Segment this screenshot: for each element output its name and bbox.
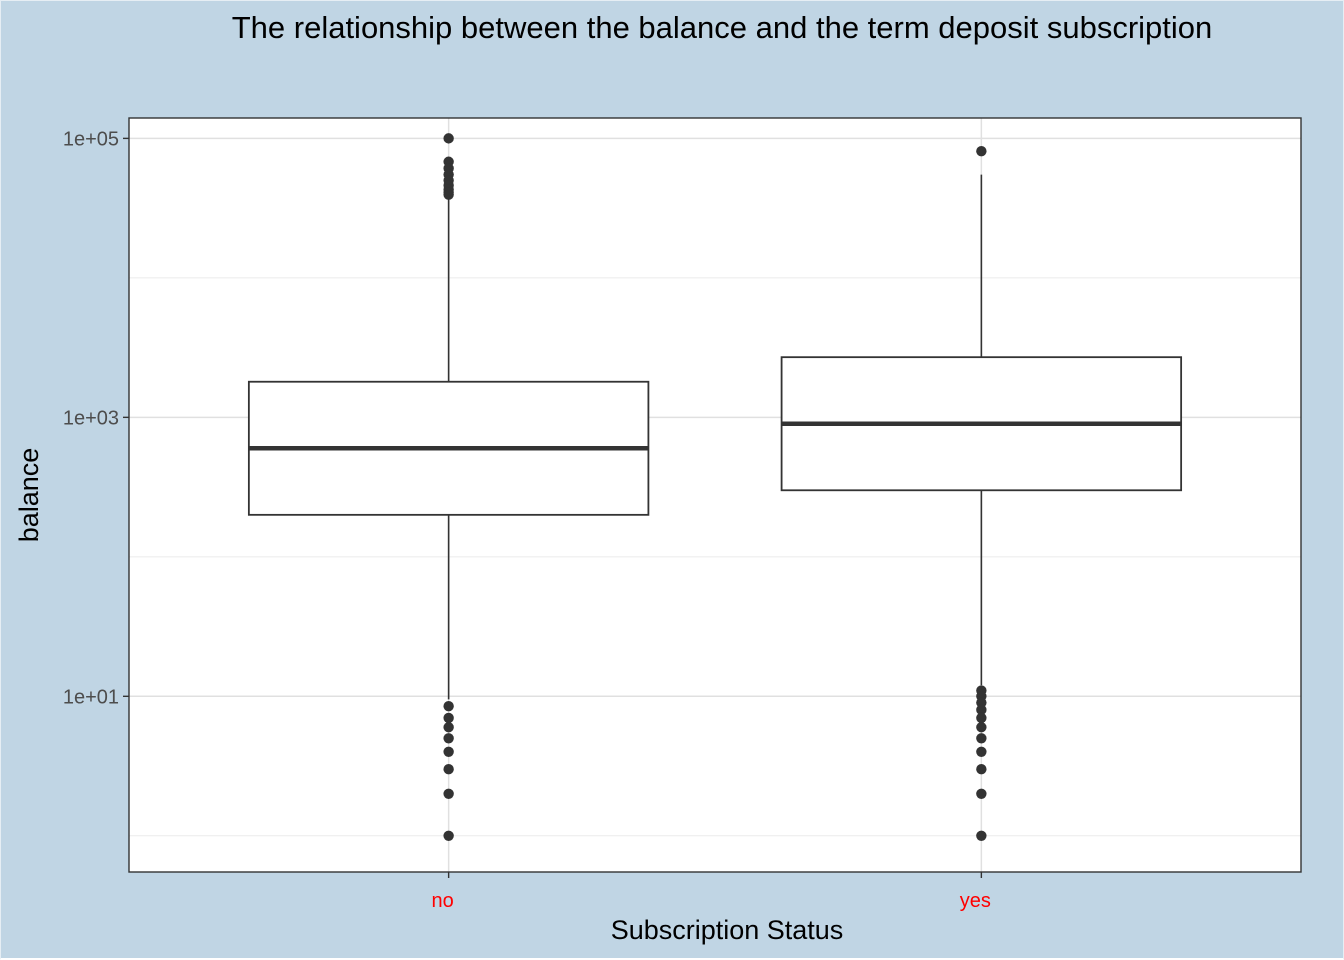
outlier-point [976, 704, 987, 716]
outlier-point [443, 830, 454, 841]
outlier-point [976, 733, 987, 744]
outlier-point [976, 697, 987, 708]
outlier-point [976, 830, 987, 841]
plot-border [128, 117, 1302, 873]
y-tick-label: 1e+01 [63, 686, 119, 708]
outlier-point [443, 746, 454, 758]
box-yes [780, 145, 1183, 841]
chart-title: The relationship between the balance and… [231, 10, 1213, 45]
box-no [247, 133, 650, 841]
outlier-point [443, 189, 454, 200]
outlier-point [976, 712, 987, 724]
y-axis-label: balance [14, 448, 44, 543]
y-tick-label: 1e+05 [63, 128, 119, 150]
outlier-point [443, 788, 454, 799]
outlier-point [976, 764, 987, 775]
outlier-point [976, 145, 987, 157]
outlier-point [443, 133, 454, 144]
outlier-point [976, 746, 987, 758]
y-tick-label: 1e+03 [63, 407, 119, 429]
outlier-point [443, 733, 454, 744]
y-axis: 1e+01 1e+03 1e+05 [63, 128, 129, 708]
x-tick-label-yes: yes [960, 890, 991, 912]
x-axis: no yes [432, 872, 991, 912]
outlier-point [976, 788, 987, 799]
outlier-point [443, 764, 454, 775]
boxes [247, 133, 1183, 841]
outlier-point [443, 700, 454, 712]
outlier-point [976, 722, 987, 733]
x-tick-label-no: no [432, 890, 454, 912]
outlier-point [443, 712, 454, 724]
outlier-point [443, 722, 454, 733]
x-axis-label: Subscription Status [611, 915, 844, 945]
